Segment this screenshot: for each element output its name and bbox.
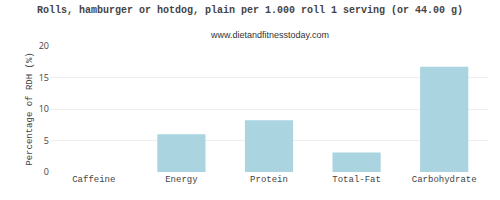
svg-text:Carbohydrate: Carbohydrate	[412, 175, 477, 185]
svg-text:5: 5	[44, 134, 49, 147]
svg-text:www.dietandfitnesstoday.com: www.dietandfitnesstoday.com	[210, 30, 329, 40]
svg-text:Energy: Energy	[165, 175, 198, 185]
svg-text:20: 20	[39, 39, 49, 52]
svg-text:10: 10	[39, 102, 49, 115]
svg-text:15: 15	[39, 71, 49, 84]
svg-text:Total-Fat: Total-Fat	[332, 175, 381, 185]
svg-text:Percentage of RDH (%): Percentage of RDH (%)	[25, 52, 35, 165]
svg-text:Protein: Protein	[250, 175, 288, 185]
svg-text:0: 0	[44, 165, 49, 178]
svg-text:Rolls, hamburger or hotdog, pl: Rolls, hamburger or hotdog, plain per 1.…	[37, 5, 463, 16]
svg-text:Caffeine: Caffeine	[72, 175, 115, 185]
